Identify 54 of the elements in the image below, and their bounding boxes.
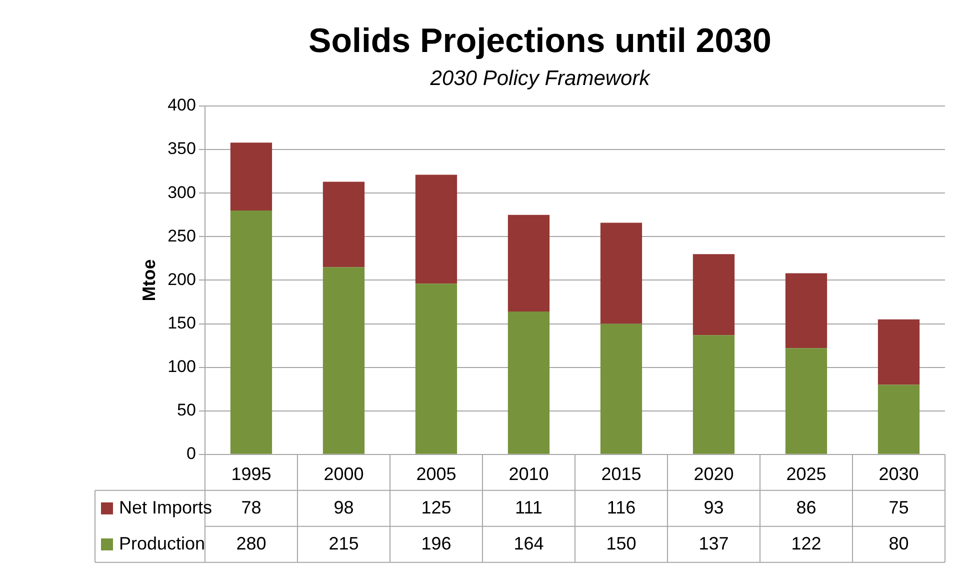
data-label: 78	[241, 497, 262, 518]
data-label: 111	[515, 497, 542, 518]
bar	[415, 284, 458, 454]
data-label: 125	[421, 497, 452, 518]
data-label: 86	[796, 497, 816, 518]
y-axis-title: Mtoe	[138, 259, 159, 302]
bar	[415, 174, 458, 284]
legend-label: Net Imports	[119, 497, 212, 518]
bar	[785, 348, 828, 454]
data-label: 164	[514, 533, 544, 554]
y-tick-label: 0	[186, 444, 196, 464]
chart-title: Solids Projections until 2030	[308, 22, 772, 60]
y-tick-label: 400	[168, 96, 196, 115]
bar	[322, 267, 365, 454]
x-tick-label: 2005	[416, 464, 456, 484]
bar	[600, 324, 642, 454]
x-tick-label: 2020	[694, 464, 734, 484]
data-label: 215	[328, 533, 359, 554]
bar	[878, 319, 920, 385]
data-label: 150	[606, 533, 636, 554]
data-label: 116	[606, 497, 636, 518]
bar	[508, 214, 550, 312]
x-tick-label: 2015	[601, 464, 642, 484]
y-tick-label: 250	[168, 226, 196, 246]
chart-subtitle: 2030 Policy Framework	[429, 67, 652, 90]
bar	[692, 254, 735, 336]
data-label: 98	[334, 497, 354, 518]
bar	[230, 142, 272, 211]
data-label: 75	[888, 497, 909, 518]
y-tick-label: 200	[168, 270, 196, 289]
data-label: 93	[704, 497, 724, 518]
x-tick-label: 2000	[324, 464, 364, 484]
y-tick-label: 300	[168, 182, 196, 202]
data-label: 196	[421, 533, 452, 554]
x-tick-label: 1995	[231, 464, 272, 484]
y-tick-label: 100	[168, 356, 196, 376]
bar	[785, 273, 828, 348]
y-tick-label: 50	[177, 400, 196, 420]
x-tick-label: 2010	[508, 464, 549, 484]
y-tick-label: 350	[168, 139, 196, 158]
bar	[600, 222, 642, 324]
data-label: 80	[888, 533, 909, 554]
x-tick-label: 2025	[786, 464, 826, 484]
x-tick-label: 2030	[878, 464, 919, 484]
data-label: 137	[698, 533, 729, 554]
bar	[322, 182, 365, 268]
bar	[508, 312, 550, 454]
legend-label: Production	[119, 533, 206, 554]
bar	[692, 335, 735, 454]
bar	[230, 210, 272, 454]
data-label: 280	[236, 533, 266, 554]
y-tick-label: 150	[168, 313, 196, 332]
data-label: 122	[791, 533, 822, 554]
bar	[878, 384, 920, 454]
